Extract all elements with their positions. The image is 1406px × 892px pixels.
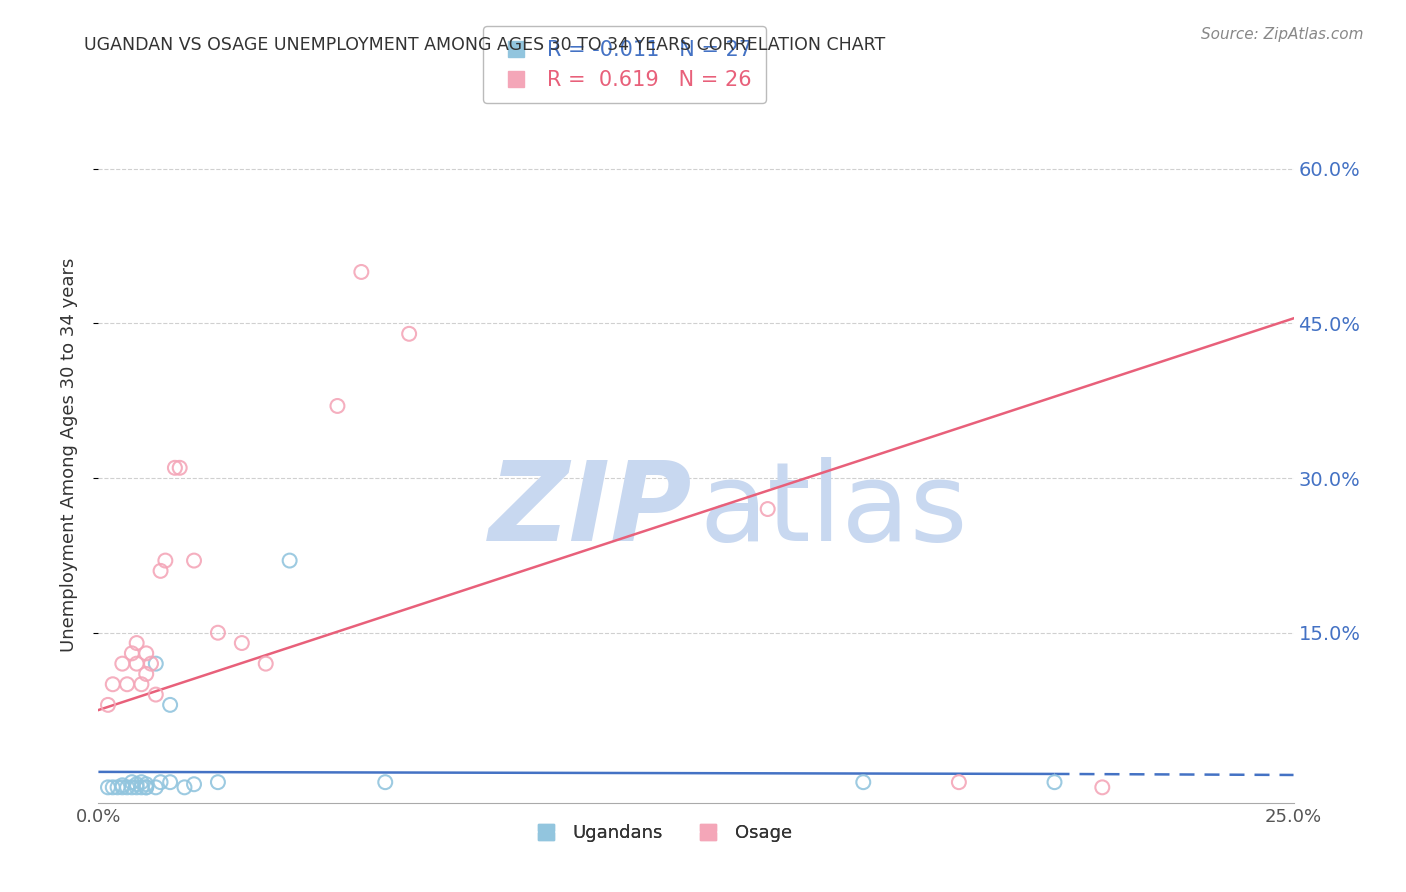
Point <box>135 780 157 795</box>
Point <box>159 698 181 712</box>
Point <box>374 775 396 789</box>
Point <box>1091 780 1114 795</box>
Point <box>852 775 875 789</box>
Point <box>131 775 153 789</box>
Point <box>101 780 124 795</box>
Point <box>254 657 277 671</box>
Point <box>155 553 177 567</box>
Point <box>183 553 205 567</box>
Point <box>121 775 143 789</box>
Point <box>149 564 172 578</box>
Point <box>125 780 148 795</box>
Point <box>1043 775 1066 789</box>
Point <box>145 657 167 671</box>
Point <box>139 657 162 671</box>
Point <box>278 553 301 567</box>
Point <box>163 460 186 475</box>
Point <box>398 326 420 341</box>
Point <box>125 657 148 671</box>
Point <box>97 780 120 795</box>
Point <box>135 646 157 660</box>
Point <box>149 775 172 789</box>
Y-axis label: Unemployment Among Ages 30 to 34 years: Unemployment Among Ages 30 to 34 years <box>59 258 77 652</box>
Point <box>948 775 970 789</box>
Point <box>756 502 779 516</box>
Point <box>131 677 153 691</box>
Text: ZIP: ZIP <box>489 457 692 564</box>
Point <box>135 667 157 681</box>
Point <box>111 657 134 671</box>
Text: atlas: atlas <box>700 457 969 564</box>
Point <box>350 265 373 279</box>
Point <box>107 780 129 795</box>
Point <box>159 775 181 789</box>
Point <box>183 777 205 791</box>
Point <box>173 780 195 795</box>
Text: Source: ZipAtlas.com: Source: ZipAtlas.com <box>1201 27 1364 42</box>
Point <box>111 778 134 792</box>
Point <box>101 677 124 691</box>
Text: UGANDAN VS OSAGE UNEMPLOYMENT AMONG AGES 30 TO 34 YEARS CORRELATION CHART: UGANDAN VS OSAGE UNEMPLOYMENT AMONG AGES… <box>84 36 886 54</box>
Point <box>115 677 138 691</box>
Point <box>207 625 229 640</box>
Point <box>326 399 349 413</box>
Legend: Ugandans, Osage: Ugandans, Osage <box>520 817 800 849</box>
Point <box>111 780 134 795</box>
Point <box>135 777 157 791</box>
Point <box>125 636 148 650</box>
Point <box>121 646 143 660</box>
Point <box>169 460 191 475</box>
Point <box>131 780 153 795</box>
Point <box>207 775 229 789</box>
Point <box>145 688 167 702</box>
Point <box>135 780 157 795</box>
Point <box>121 780 143 795</box>
Point <box>125 777 148 791</box>
Point <box>145 780 167 795</box>
Point <box>231 636 253 650</box>
Point <box>97 698 120 712</box>
Point <box>115 780 138 795</box>
